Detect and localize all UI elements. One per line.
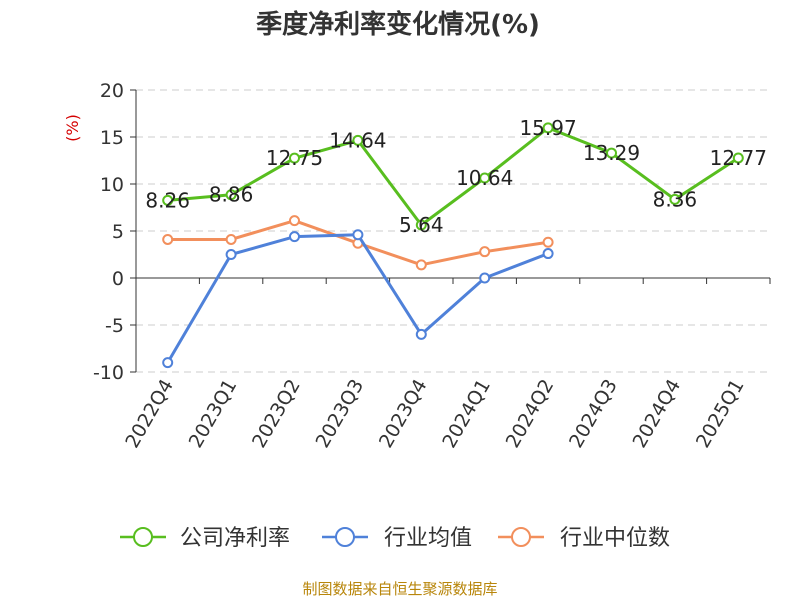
x-tick-label: 2023Q4 bbox=[375, 376, 432, 452]
series-line bbox=[166, 233, 549, 364]
data-label: 5.64 bbox=[399, 213, 444, 237]
data-point bbox=[162, 233, 174, 245]
x-tick-label: 2024Q3 bbox=[565, 376, 622, 452]
data-point bbox=[669, 193, 681, 205]
data-label: 14.64 bbox=[329, 128, 386, 152]
data-point bbox=[542, 236, 554, 248]
legend-marker bbox=[335, 527, 355, 547]
data-point bbox=[542, 122, 554, 134]
y-tick-label: 5 bbox=[112, 221, 124, 243]
y-tick-label: -5 bbox=[105, 315, 124, 337]
data-point bbox=[225, 233, 237, 245]
data-point bbox=[415, 219, 427, 231]
x-tick-label: 2024Q2 bbox=[502, 376, 559, 452]
legend: 公司净利率 行业均值 行业中位数 bbox=[120, 526, 670, 551]
data-label: 12.77 bbox=[710, 146, 767, 170]
data-label: 13.29 bbox=[583, 141, 640, 165]
y-tick-label: -10 bbox=[93, 362, 124, 384]
x-tick-label: 2024Q1 bbox=[438, 376, 495, 452]
x-tick-label: 2024Q4 bbox=[628, 376, 685, 452]
data-label: 10.64 bbox=[456, 166, 513, 190]
source-text: 制图数据来自恒生聚源数据库 bbox=[302, 580, 497, 598]
data-point bbox=[479, 272, 491, 284]
data-label: 15.97 bbox=[519, 116, 576, 140]
data-point bbox=[289, 215, 300, 227]
data-point bbox=[352, 229, 364, 241]
data-label: 8.26 bbox=[145, 188, 190, 212]
y-tick-label: 0 bbox=[112, 268, 124, 290]
data-label: 12.75 bbox=[266, 146, 323, 170]
x-tick-label: 2023Q2 bbox=[248, 376, 305, 452]
axes bbox=[130, 89, 771, 373]
series-group bbox=[162, 122, 744, 369]
chart-title: 季度净利率变化情况(%) bbox=[256, 9, 540, 40]
x-tick-label: 2023Q1 bbox=[185, 376, 242, 452]
data-point bbox=[352, 134, 364, 146]
data-point bbox=[162, 357, 174, 369]
data-label: 8.86 bbox=[209, 183, 254, 207]
data-point bbox=[415, 259, 427, 271]
data-point bbox=[542, 248, 554, 260]
data-point bbox=[606, 147, 617, 159]
legend-label: 公司净利率 bbox=[180, 526, 290, 551]
x-tick-label: 2022Q4 bbox=[121, 376, 178, 452]
y-tick-label: 10 bbox=[100, 174, 124, 196]
data-point bbox=[732, 152, 744, 164]
x-tick-label: 2023Q3 bbox=[311, 376, 368, 452]
data-point bbox=[479, 172, 491, 184]
legend-marker bbox=[511, 527, 531, 547]
x-tick-label: 2025Q1 bbox=[692, 376, 749, 452]
data-point bbox=[415, 328, 427, 340]
data-point bbox=[479, 246, 491, 258]
data-label: 8.36 bbox=[653, 187, 698, 211]
y-tick-labels: 20 15 10 5 0 -5 -10 bbox=[93, 80, 124, 384]
y-axis-label: (%) bbox=[63, 114, 82, 142]
data-point bbox=[225, 189, 237, 201]
legend-label: 行业均值 bbox=[384, 526, 472, 551]
data-point bbox=[162, 194, 174, 206]
data-point bbox=[289, 231, 300, 243]
data-point bbox=[289, 152, 300, 164]
gridlines bbox=[136, 89, 770, 373]
series-line bbox=[167, 126, 740, 227]
legend-marker bbox=[133, 527, 153, 547]
legend-label: 行业中位数 bbox=[560, 526, 670, 551]
x-tick-labels: 2022Q4 2023Q1 2023Q2 2023Q3 2023Q4 2024Q1 2024… bbox=[121, 376, 748, 452]
data-point bbox=[225, 249, 237, 260]
y-tick-label: 20 bbox=[100, 80, 124, 102]
y-tick-label: 15 bbox=[100, 127, 124, 149]
